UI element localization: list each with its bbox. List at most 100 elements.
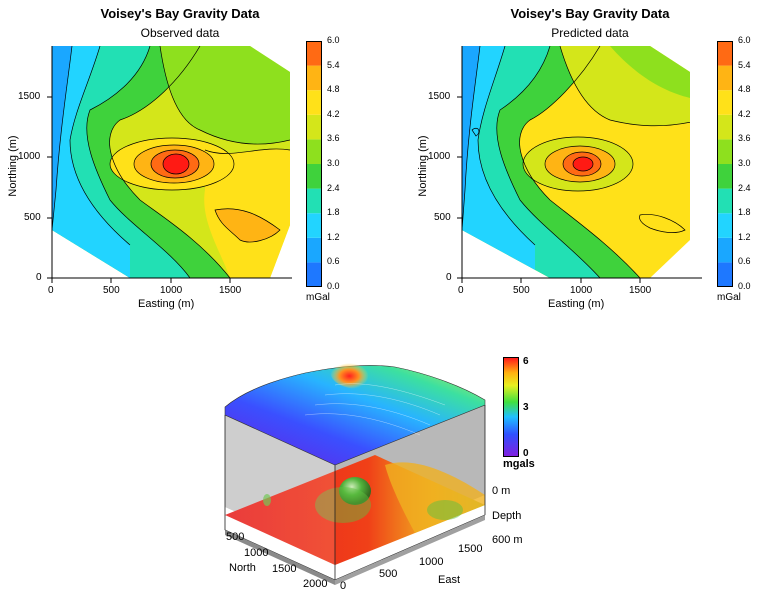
y-tick-0-observed: 0 xyxy=(36,272,42,283)
contour-plot-observed xyxy=(47,46,292,283)
x-tick-1000-observed: 1000 xyxy=(160,285,183,296)
colorbar-tick-label: 1.2 xyxy=(327,231,340,242)
colorbar-swatch-0 xyxy=(717,262,733,287)
east-axis-label: East xyxy=(438,574,461,586)
colorbar-tick-label: 2.4 xyxy=(327,182,340,193)
y-tick-500-predicted: 500 xyxy=(434,212,451,223)
gravity-surface xyxy=(224,365,486,466)
colorbar-swatch-5 xyxy=(306,139,322,164)
y-tick-1000-predicted: 1000 xyxy=(428,151,451,162)
colorbar-observed xyxy=(306,41,322,287)
colorbar-tick-label: 4.8 xyxy=(738,84,751,95)
y-axis-label-predicted: Northing (m) xyxy=(417,135,429,197)
contour-band-3.0 xyxy=(160,46,290,145)
colorbar-swatch-3 xyxy=(306,188,322,214)
x-tick-500-observed: 500 xyxy=(103,285,120,296)
chart-title-observed: Voisey's Bay Gravity Data xyxy=(100,6,260,21)
north-tick-2000: 2000 xyxy=(303,578,328,590)
colorbar-tick-label: 5.4 xyxy=(327,59,340,70)
colorbar-tick-label: 3.0 xyxy=(327,158,340,168)
colorbar-swatch-3 xyxy=(717,188,733,214)
chart-subtitle-observed: Observed data xyxy=(140,26,220,40)
colorbar-swatch-1 xyxy=(717,237,733,263)
colorbar-swatch-4 xyxy=(717,164,733,189)
colorbar-swatch-1 xyxy=(306,237,322,263)
gravity-3d-volume xyxy=(224,363,486,585)
colorbar-tick-label: 6.0 xyxy=(327,35,340,45)
x-tick-500-predicted: 500 xyxy=(513,285,530,296)
x-tick-0-observed: 0 xyxy=(48,285,54,296)
colorbar-tick-label: 3.6 xyxy=(738,133,751,144)
colorbar-swatch-5 xyxy=(717,139,733,164)
colorbar-tick-label: 5.4 xyxy=(738,59,751,70)
colorbar-swatch-8 xyxy=(717,65,733,91)
colorbar-3d xyxy=(503,357,519,457)
colorbar-tick-label: 3.0 xyxy=(738,158,751,168)
colorbar-swatch-9 xyxy=(306,41,322,66)
colorbar-unit-predicted: mGal xyxy=(717,292,741,303)
x-tick-0-predicted: 0 xyxy=(458,285,464,296)
colorbar-ticks-predicted: 0.0 0.6 1.2 1.8 2.4 3.0 3.6 4.2 4.8 5.4 6.0 xyxy=(738,35,766,292)
east-tick-1500: 1500 xyxy=(458,543,483,555)
x-axis-label-predicted: Easting (m) xyxy=(548,298,605,310)
colorbar-3d-tick-0: 0 xyxy=(523,448,529,459)
colorbar-tick-label: 0.0 xyxy=(738,281,751,291)
colorbar-tick-label: 4.8 xyxy=(327,84,340,95)
colorbar-ticks-observed: 0.0 0.6 1.2 1.8 2.4 3.0 3.6 4.2 4.8 5.4 6.0 xyxy=(327,35,357,292)
anomaly-peak xyxy=(163,154,189,174)
y-tick-1000-observed: 1000 xyxy=(18,151,41,162)
colorbar-border xyxy=(717,41,733,287)
north-tick-1500: 1500 xyxy=(272,563,297,575)
contour-band-0.6 xyxy=(52,46,130,278)
north-tick-1000: 1000 xyxy=(244,547,269,559)
east-tick-1000: 1000 xyxy=(419,556,444,568)
y-axis-label-observed: Northing (m) xyxy=(7,135,19,197)
colorbar-3d-tick-3: 3 xyxy=(523,402,529,413)
north-tick-500: 500 xyxy=(226,531,245,543)
colorbar-3d-tick-6: 6 xyxy=(523,356,529,367)
colorbar-tick-label: 3.6 xyxy=(327,133,340,144)
colorbar-tick-label: 1.8 xyxy=(327,207,340,218)
colorbar-swatch-8 xyxy=(306,65,322,91)
colorbar-tick-label: 0.6 xyxy=(327,256,340,267)
x-axis-label-observed: Easting (m) xyxy=(138,298,195,310)
contour-plot-predicted xyxy=(457,46,702,283)
contour-band-4.8 xyxy=(215,208,280,242)
north-axis-label: North xyxy=(229,562,256,574)
contour-band-0.0 xyxy=(52,46,72,230)
depth-axis-label: Depth xyxy=(492,510,522,522)
y-tick-1500-observed: 1500 xyxy=(18,91,41,102)
x-tick-1000-predicted: 1000 xyxy=(570,285,593,296)
colorbar-unit-observed: mGal xyxy=(306,292,330,303)
chart-subtitle-predicted: Predicted data xyxy=(551,26,629,40)
east-tick-0: 0 xyxy=(340,580,347,592)
colorbar-tick-label: 0.6 xyxy=(738,256,751,267)
depth-tick-600: 600 m xyxy=(492,534,523,546)
colorbar-swatch-7 xyxy=(717,90,733,115)
colorbar-swatch-2 xyxy=(717,213,733,238)
colorbar-3d-unit: mgals xyxy=(503,458,535,470)
colorbar-tick-label: 0.0 xyxy=(327,281,340,291)
chart-title-predicted: Voisey's Bay Gravity Data xyxy=(510,6,670,21)
colorbar-tick-label: 1.2 xyxy=(738,231,751,242)
x-tick-1500-predicted: 1500 xyxy=(629,285,652,296)
colorbar-swatch-6 xyxy=(717,114,733,140)
colorbar-tick-label: 4.2 xyxy=(738,108,751,119)
colorbar-swatch-0 xyxy=(306,262,322,287)
colorbar-swatch-7 xyxy=(306,90,322,115)
east-tick-500: 500 xyxy=(379,568,398,580)
colorbar-tick-label: 1.8 xyxy=(738,207,751,218)
colorbar-swatch-6 xyxy=(306,114,322,140)
y-tick-0-predicted: 0 xyxy=(446,272,452,283)
colorbar-border xyxy=(306,41,322,287)
y-tick-500-observed: 500 xyxy=(24,212,41,223)
colorbar-swatch-2 xyxy=(306,213,322,238)
x-tick-1500-observed: 1500 xyxy=(219,285,242,296)
colorbar-swatch-9 xyxy=(717,41,733,66)
colorbar-swatch-4 xyxy=(306,164,322,189)
colorbar-predicted xyxy=(717,41,733,287)
depth-tick-0: 0 m xyxy=(492,485,511,497)
colorbar-tick-label: 6.0 xyxy=(738,35,751,45)
y-tick-1500-predicted: 1500 xyxy=(428,91,451,102)
colorbar-tick-label: 2.4 xyxy=(738,182,751,193)
